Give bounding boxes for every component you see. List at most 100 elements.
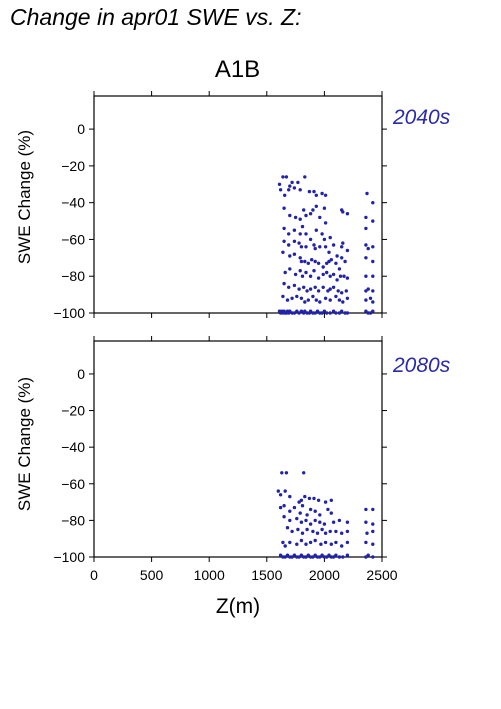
data-point — [284, 175, 289, 179]
data-point — [312, 269, 316, 273]
x-tick-label: 2000 — [309, 567, 340, 583]
data-point — [345, 212, 350, 216]
data-point — [314, 204, 318, 208]
data-point — [295, 542, 299, 546]
data-point — [298, 188, 302, 192]
data-point — [314, 193, 318, 197]
data-point — [323, 540, 328, 545]
data-point — [328, 529, 332, 534]
data-point — [366, 246, 370, 251]
data-point — [364, 243, 368, 247]
data-point — [323, 296, 328, 300]
data-point — [328, 311, 332, 315]
data-point — [278, 505, 283, 510]
data-point — [278, 493, 283, 497]
data-point — [334, 294, 338, 299]
data-point — [345, 520, 350, 524]
data-point — [308, 274, 313, 278]
data-point — [308, 287, 313, 291]
data-point — [319, 542, 323, 546]
data-point — [316, 261, 321, 265]
data-point — [313, 246, 317, 251]
data-point — [345, 540, 350, 545]
data-point — [321, 285, 325, 289]
data-point — [287, 243, 291, 247]
y-tick-label: −40 — [61, 439, 85, 455]
data-point — [299, 520, 304, 524]
data-point — [315, 309, 320, 313]
x-tick-label: 0 — [90, 567, 98, 583]
data-point — [323, 245, 328, 249]
data-point — [345, 296, 350, 300]
y-tick-label: −100 — [53, 549, 85, 565]
data-point — [290, 180, 294, 185]
data-point — [320, 527, 324, 532]
y-tick-label: −80 — [61, 268, 85, 284]
data-point — [299, 296, 304, 300]
data-point — [325, 311, 329, 315]
data-point — [308, 522, 313, 526]
data-point — [337, 298, 342, 302]
y-tick-label: −20 — [61, 403, 85, 419]
data-point — [365, 191, 369, 196]
data-point — [304, 270, 308, 275]
data-point — [292, 252, 297, 256]
data-point — [288, 494, 292, 499]
data-point — [345, 553, 350, 557]
data-point — [302, 471, 306, 475]
data-point — [305, 527, 309, 532]
data-point — [295, 294, 299, 299]
data-point — [308, 212, 313, 216]
data-point — [371, 507, 375, 512]
data-point — [281, 250, 285, 254]
data-point — [323, 193, 328, 197]
plot-frame — [93, 95, 383, 314]
data-point — [300, 224, 305, 229]
data-point — [303, 175, 307, 179]
data-point — [306, 553, 310, 557]
data-point — [293, 215, 298, 220]
data-point — [340, 544, 344, 548]
y-tick-label: −60 — [61, 231, 85, 247]
data-point — [364, 298, 368, 302]
data-point — [282, 239, 286, 243]
data-point — [296, 527, 300, 532]
data-point — [314, 298, 318, 302]
data-point — [327, 259, 331, 264]
data-point — [283, 270, 287, 275]
period-label-2040s: 2040s — [393, 106, 451, 129]
data-point — [336, 289, 340, 293]
data-point — [288, 213, 292, 218]
data-point — [323, 500, 328, 504]
data-point — [305, 513, 309, 517]
data-point — [371, 245, 375, 249]
data-point — [292, 311, 297, 315]
data-point — [318, 520, 322, 524]
data-point — [285, 298, 290, 302]
data-point — [322, 309, 327, 313]
data-point — [341, 300, 345, 304]
data-point — [331, 272, 336, 277]
data-point — [297, 500, 301, 504]
data-point — [288, 518, 292, 523]
data-point — [288, 267, 292, 271]
data-point — [312, 243, 316, 247]
data-point — [320, 311, 324, 315]
data-point — [312, 496, 316, 501]
data-point — [282, 281, 286, 286]
data-point — [303, 309, 307, 313]
data-point — [318, 245, 322, 249]
data-point — [337, 555, 342, 559]
data-point — [283, 544, 287, 548]
data-point — [304, 213, 308, 218]
data-point — [304, 518, 308, 523]
data-point — [278, 188, 283, 192]
data-point — [345, 529, 350, 534]
data-point — [364, 309, 368, 313]
data-point — [318, 555, 322, 559]
data-point — [283, 489, 287, 493]
data-point — [305, 289, 309, 293]
data-point — [300, 274, 305, 278]
data-point — [304, 245, 308, 249]
data-point — [292, 228, 297, 232]
